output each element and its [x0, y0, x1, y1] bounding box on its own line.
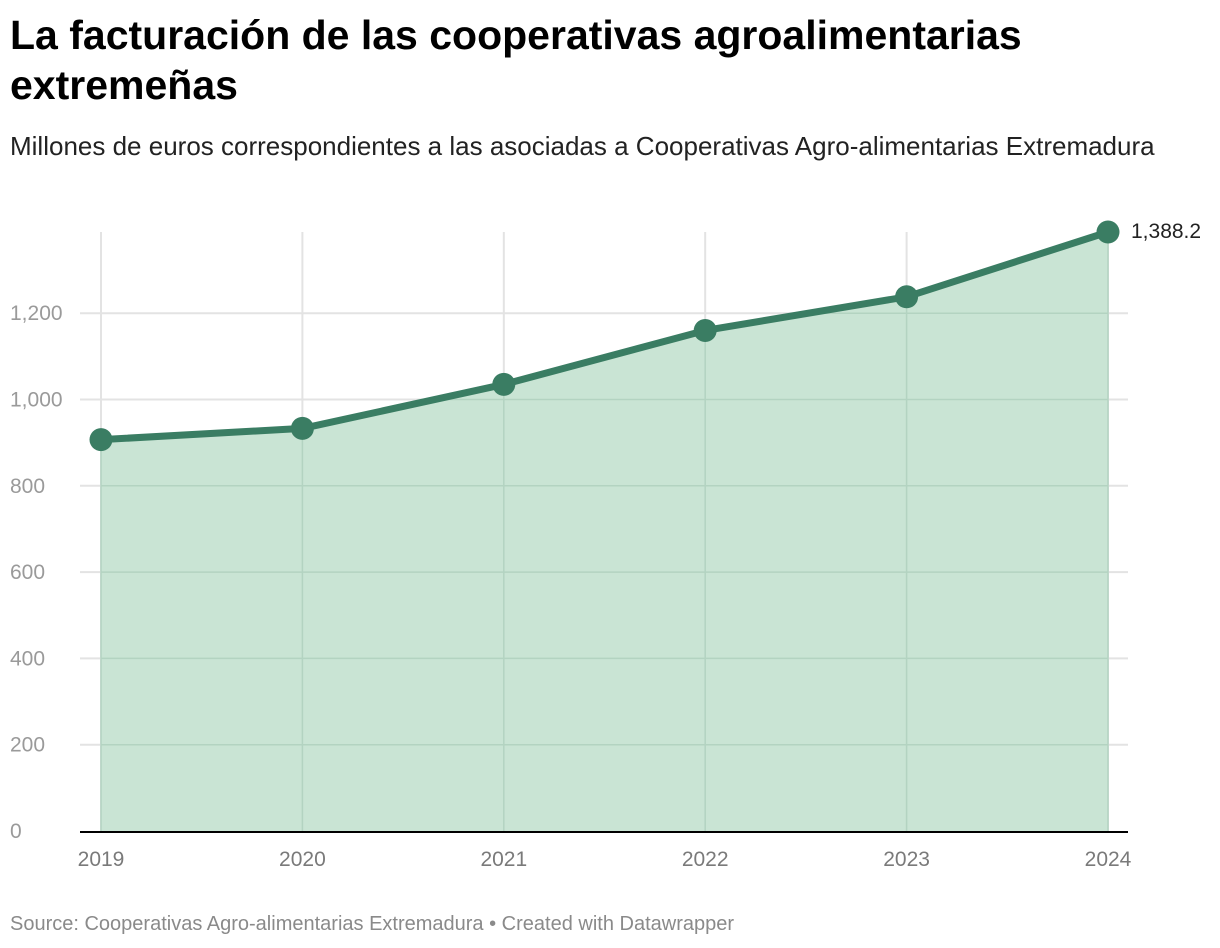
x-tick-label: 2024 — [1085, 848, 1132, 871]
y-tick-label: 1,000 — [10, 389, 63, 412]
area-chart: 0 200 400 600 800 1,000 1,200 2019 2020 2021 2022… — [10, 220, 1201, 871]
series-line — [97, 228, 1112, 444]
y-tick-label: 600 — [10, 561, 45, 584]
y-tick-label: 1,200 — [10, 302, 63, 325]
y-tick-label: 200 — [10, 734, 45, 757]
x-tick-label: 2020 — [279, 848, 326, 871]
x-tick-label: 2023 — [883, 848, 930, 871]
data-point-2024 — [1096, 220, 1120, 244]
chart-title: La facturación de las cooperativas agroa… — [10, 12, 1022, 108]
area-fill-layer — [100, 232, 1109, 831]
area-fill — [101, 232, 1108, 831]
data-point-2019 — [89, 428, 113, 452]
data-point-2021 — [492, 372, 516, 396]
data-points — [89, 220, 1120, 452]
value-label: 1,388.2 — [1131, 220, 1201, 243]
x-tick-label: 2021 — [480, 848, 527, 871]
chart-subtitle: Millones de euros correspondientes a las… — [10, 131, 1155, 161]
y-axis-labels: 0 200 400 600 800 1,000 1,200 — [10, 302, 63, 843]
line-layer — [97, 228, 1112, 444]
y-tick-label: 400 — [10, 647, 45, 670]
y-tick-label: 0 — [10, 820, 22, 843]
x-tick-label: 2019 — [78, 848, 125, 871]
data-point-2020 — [290, 416, 314, 440]
x-axis-labels: 2019 2020 2021 2022 2023 2024 — [78, 848, 1132, 871]
annotations: 1,388.2 — [1131, 220, 1201, 243]
x-tick-label: 2022 — [682, 848, 729, 871]
data-point-2023 — [895, 285, 919, 309]
data-point-2022 — [693, 318, 717, 342]
source-note: Source: Cooperativas Agro-alimentarias E… — [10, 913, 735, 935]
y-tick-label: 800 — [10, 475, 45, 498]
